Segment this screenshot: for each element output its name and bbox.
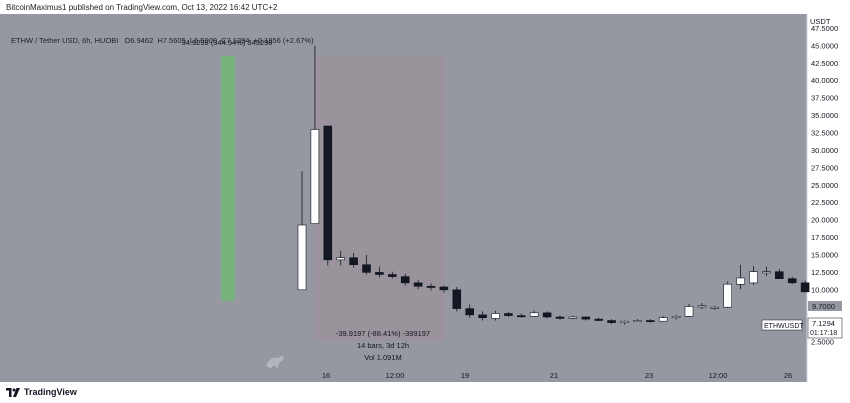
legend-low-value: 6.5000 (194, 36, 217, 45)
x-tick-label: 23 (645, 371, 653, 380)
dino-watermark-icon (266, 356, 284, 368)
candle-down[interactable] (607, 320, 616, 323)
y-tick-label: 30.0000 (811, 146, 838, 155)
candle-down[interactable] (774, 271, 784, 280)
candle-up[interactable] (697, 305, 707, 308)
symbol-legend: ETHW / Tether USD, 6h, HUOBI O6.9462 H7.… (11, 36, 314, 45)
candle-up[interactable] (736, 277, 745, 285)
x-tick-label: 21 (550, 371, 558, 380)
x-tick-label: 12:00 (709, 371, 728, 380)
footer: TradingView (0, 382, 850, 403)
candle-down[interactable] (465, 308, 475, 316)
y-tick-label: 17.5000 (811, 233, 838, 242)
y-tick-label: 40.0000 (811, 76, 838, 85)
candle-down[interactable] (452, 289, 462, 309)
candle-up[interactable] (297, 224, 307, 291)
candle-down[interactable] (516, 315, 526, 318)
measure-down-label: -39.9197 (-88.41%) -399197 (336, 329, 430, 338)
measure-up-region[interactable] (221, 56, 235, 301)
y-tick-label: 10.0000 (811, 285, 838, 294)
candle-up[interactable] (491, 313, 500, 319)
candle-up[interactable] (684, 306, 694, 317)
candle-down[interactable] (362, 264, 371, 273)
candle-down[interactable] (581, 316, 591, 320)
candle-down[interactable] (375, 272, 384, 275)
last-value-text: 9.7000 (812, 302, 835, 311)
candle-down[interactable] (542, 312, 552, 318)
candle-down[interactable] (387, 274, 397, 277)
tradingview-logo-icon (6, 387, 20, 397)
x-tick-label: 19 (461, 371, 469, 380)
candlestick-chart[interactable]: 34.9298 (344.54%) 349298 -39.9197 (-88.4… (0, 14, 850, 382)
tradingview-logo[interactable]: TradingView (6, 387, 77, 397)
candle-down[interactable] (787, 278, 797, 284)
countdown-text: 01:17:18 (810, 330, 837, 337)
current-price-badge (807, 317, 843, 339)
candle-up[interactable] (568, 316, 578, 319)
y-tick-label: 47.5000 (811, 24, 838, 33)
candle-down[interactable] (594, 318, 604, 321)
candle-up[interactable] (723, 283, 733, 308)
current-price-text: 7.1294 (812, 319, 835, 328)
legend-open-value: 6.9462 (130, 36, 154, 45)
chart-area[interactable]: 34.9298 (344.54%) 349298 -39.9197 (-88.4… (0, 14, 850, 382)
candle-up[interactable] (671, 315, 681, 318)
legend-high-label: H (157, 36, 163, 45)
candle-down[interactable] (323, 125, 333, 261)
legend-low-label: L (189, 36, 195, 45)
y-tick-label: 22.5000 (811, 198, 838, 207)
measure-down-bars: 14 bars, 3d 12h (357, 341, 409, 350)
y-tick-label: 42.5000 (811, 59, 838, 68)
candle-down[interactable] (439, 286, 449, 291)
legend-close-label: C (221, 36, 227, 45)
candle-up[interactable] (620, 320, 629, 323)
candle-up[interactable] (336, 257, 346, 261)
price-axis-unit: USDT (810, 17, 831, 26)
measure-down-region[interactable] (314, 56, 445, 341)
legend-close-value: 7.1294 (226, 36, 250, 45)
y-tick-label: 2.5000 (811, 338, 834, 347)
y-tick-label: 15.0000 (811, 250, 838, 259)
candle-up[interactable] (633, 320, 642, 323)
legend-open-label: O (124, 36, 131, 45)
candle-down[interactable] (413, 282, 423, 287)
candle-up[interactable] (658, 317, 668, 322)
x-tick-label: 26 (784, 371, 792, 380)
candles-group (297, 45, 810, 325)
candle-down[interactable] (349, 257, 358, 265)
candle-up[interactable] (749, 271, 758, 284)
candle-down[interactable] (504, 313, 513, 316)
last-value-badge (808, 301, 842, 311)
y-tick-label: 20.0000 (811, 216, 838, 225)
legend-high-value: 7.5605 (162, 36, 186, 45)
tradingview-logo-text: TradingView (24, 387, 77, 397)
candle-up[interactable] (529, 312, 539, 317)
symbol-badge-text: ETHWUSDT (764, 323, 804, 330)
candle-down[interactable] (555, 316, 565, 319)
candle-down[interactable] (645, 320, 655, 323)
y-tick-label: 12.5000 (811, 268, 838, 277)
y-tick-label: 35.0000 (811, 111, 838, 120)
candle-up[interactable] (710, 306, 720, 309)
candle-down[interactable] (800, 282, 810, 293)
candle-down[interactable] (426, 285, 436, 288)
candle-up[interactable] (310, 129, 320, 224)
y-tick-label: 32.5000 (811, 129, 838, 138)
y-tick-label: 25.0000 (811, 181, 838, 190)
publisher-line: BitcoinMaximus1 published on TradingView… (6, 3, 278, 12)
time-axis-ticks: 16 12:00 19 21 23 12:00 26 (322, 371, 792, 380)
legend-symbol: ETHW / Tether USD, 6h, HUOBI (11, 36, 119, 45)
candle-down[interactable] (400, 276, 410, 284)
x-tick-label: 12:00 (386, 371, 405, 380)
measure-down-volume: Vol 1.091M (364, 353, 402, 362)
x-tick-label: 16 (322, 371, 330, 380)
candle-down[interactable] (478, 314, 487, 318)
candle-up[interactable] (762, 271, 771, 274)
y-tick-label: 27.5000 (811, 163, 838, 172)
y-tick-label: 37.5000 (811, 94, 838, 103)
symbol-badge (761, 319, 803, 331)
measure-up-label: 34.9298 (344.54%) 349298 (182, 38, 273, 47)
y-tick-label: 45.0000 (811, 41, 838, 50)
legend-change: +0.1856 (+2.67%) (253, 36, 314, 45)
